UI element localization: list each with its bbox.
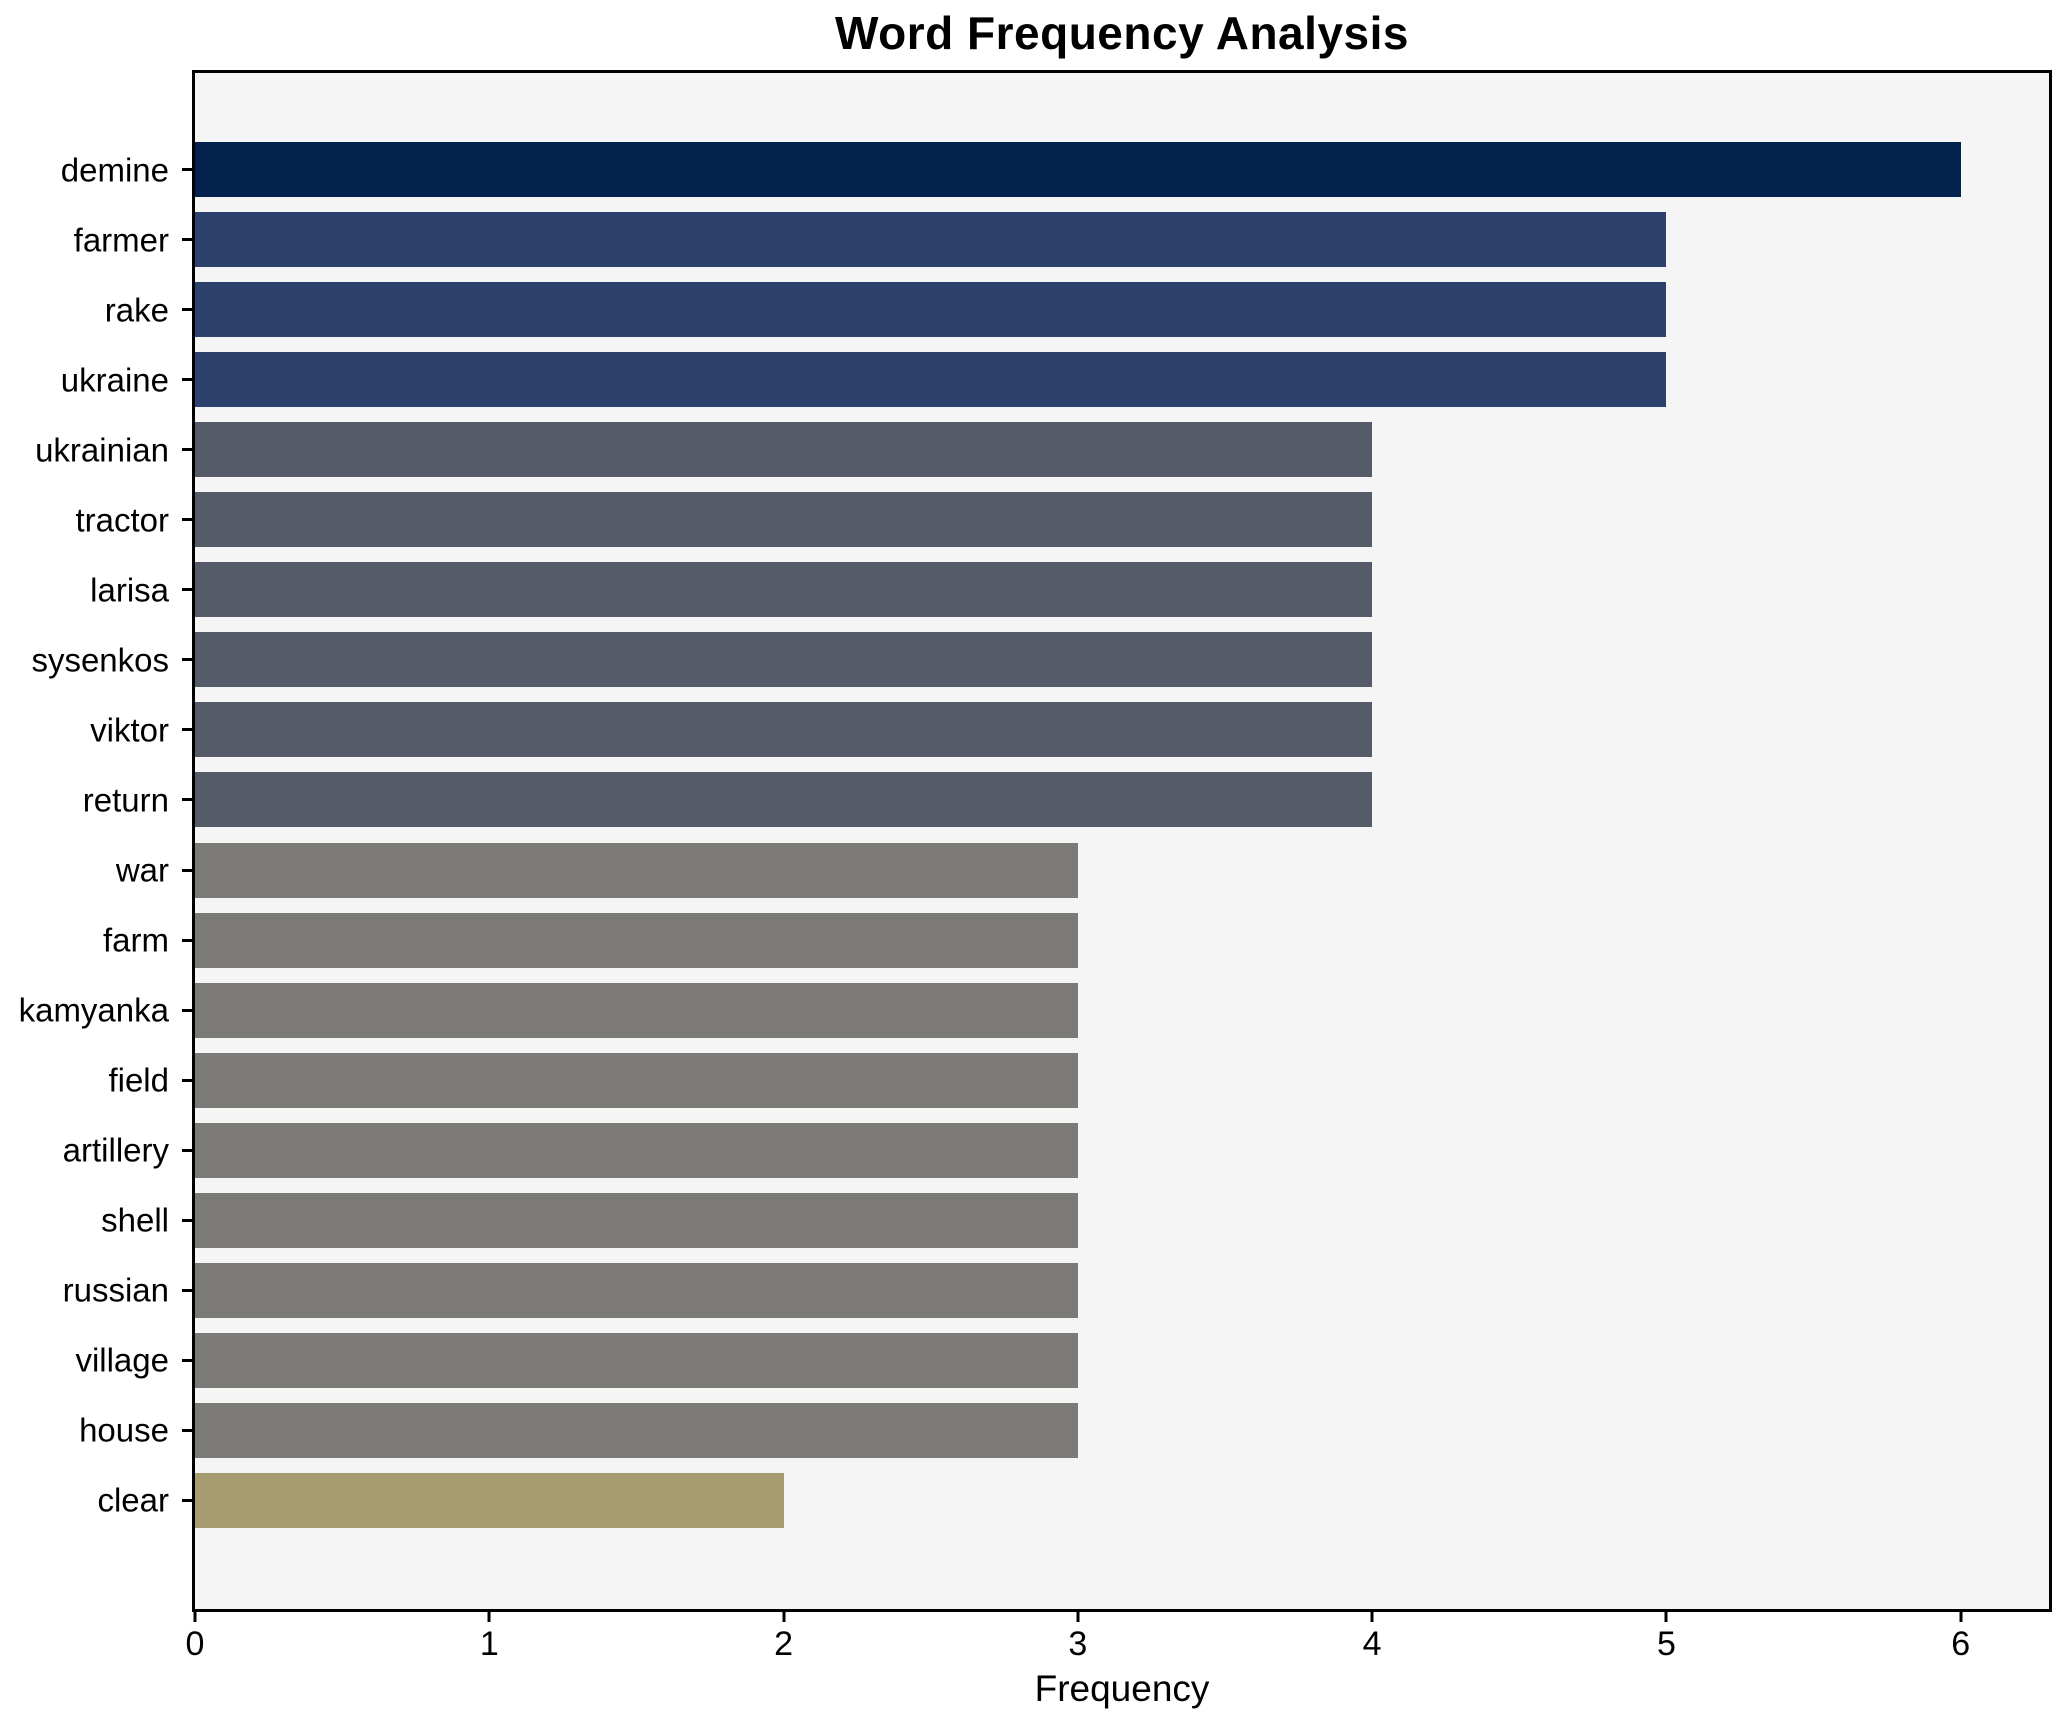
y-tick-mark bbox=[182, 728, 192, 732]
y-tick-mark bbox=[182, 1078, 192, 1082]
y-tick-label-house: house bbox=[79, 1411, 169, 1449]
y-tick-label-viktor: viktor bbox=[90, 711, 169, 749]
y-tick-mark bbox=[182, 1008, 192, 1012]
y-tick-mark bbox=[182, 238, 192, 242]
y-tick-label-village: village bbox=[75, 1341, 169, 1379]
y-tick-mark bbox=[182, 1148, 192, 1152]
y-tick-label-ukraine: ukraine bbox=[60, 361, 169, 399]
bar-ukraine bbox=[195, 352, 1667, 408]
bar-house bbox=[195, 1402, 1078, 1458]
x-tick-mark bbox=[1664, 1612, 1668, 1622]
y-tick-mark bbox=[182, 518, 192, 522]
y-tick-mark bbox=[182, 1498, 192, 1502]
y-tick-label-farm: farm bbox=[103, 921, 169, 959]
x-tick-label-0: 0 bbox=[185, 1625, 205, 1663]
x-tick-mark bbox=[1370, 1612, 1374, 1622]
y-tick-mark bbox=[182, 378, 192, 382]
bar-larisa bbox=[195, 562, 1373, 618]
y-tick-label-rake: rake bbox=[104, 291, 169, 329]
y-tick-mark bbox=[182, 798, 192, 802]
x-tick-label-4: 4 bbox=[1362, 1625, 1382, 1663]
y-tick-mark bbox=[182, 658, 192, 662]
y-tick-label-kamyanka: kamyanka bbox=[18, 991, 169, 1029]
bar-shell bbox=[195, 1192, 1078, 1248]
bar-tractor bbox=[195, 492, 1373, 548]
y-tick-label-war: war bbox=[115, 851, 169, 889]
y-tick-mark bbox=[182, 1358, 192, 1362]
x-tick-label-5: 5 bbox=[1656, 1625, 1676, 1663]
bar-field bbox=[195, 1052, 1078, 1108]
y-tick-label-sysenkos: sysenkos bbox=[31, 641, 169, 679]
plot-canvas: demine farmer rake ukraine ukrainian tractor l… bbox=[19, 73, 2049, 1661]
bar-viktor bbox=[195, 702, 1373, 758]
bar-artillery bbox=[195, 1122, 1078, 1178]
y-tick-label-shell: shell bbox=[101, 1201, 169, 1239]
x-tick-mark bbox=[1959, 1612, 1963, 1622]
y-tick-label-russian: russian bbox=[62, 1271, 169, 1309]
chart-title: Word Frequency Analysis bbox=[835, 7, 1409, 59]
y-tick-label-ukrainian: ukrainian bbox=[35, 431, 169, 469]
y-tick-mark bbox=[182, 1428, 192, 1432]
x-tick-mark bbox=[487, 1612, 491, 1622]
bar-return bbox=[195, 772, 1373, 828]
x-tick-label-1: 1 bbox=[479, 1625, 499, 1663]
y-tick-label-farmer: farmer bbox=[73, 221, 169, 259]
bar-kamyanka bbox=[195, 982, 1078, 1038]
bar-rake bbox=[195, 282, 1667, 338]
y-tick-label-clear: clear bbox=[97, 1481, 169, 1519]
plot-area: demine farmer rake ukraine ukrainian tractor l… bbox=[19, 70, 2052, 1661]
x-tick-mark bbox=[782, 1612, 786, 1622]
y-tick-label-artillery: artillery bbox=[62, 1131, 169, 1169]
y-tick-mark bbox=[182, 1218, 192, 1222]
bar-village bbox=[195, 1332, 1078, 1388]
bar-farm bbox=[195, 912, 1078, 968]
y-tick-mark bbox=[182, 938, 192, 942]
x-axis-label: Frequency bbox=[1034, 1668, 1210, 1709]
y-tick-label-demine: demine bbox=[60, 151, 169, 188]
y-tick-mark bbox=[182, 588, 192, 592]
y-tick-label-larisa: larisa bbox=[90, 571, 169, 609]
x-tick-label-6: 6 bbox=[1951, 1625, 1971, 1663]
y-tick-label-field: field bbox=[108, 1061, 169, 1099]
x-tick-mark bbox=[193, 1612, 197, 1622]
bar-war bbox=[195, 842, 1078, 898]
y-tick-mark bbox=[182, 168, 192, 171]
bar-ukrainian bbox=[195, 422, 1373, 478]
bar-clear bbox=[195, 1472, 784, 1528]
y-tick-mark bbox=[182, 868, 192, 872]
y-tick-label-tractor: tractor bbox=[75, 501, 169, 539]
x-tick-mark bbox=[1076, 1612, 1080, 1622]
bar-russian bbox=[195, 1262, 1078, 1318]
y-tick-mark bbox=[182, 448, 192, 452]
bar-farmer bbox=[195, 212, 1667, 268]
bar-demine bbox=[195, 142, 1961, 197]
y-tick-mark bbox=[182, 1288, 192, 1292]
x-tick-label-2: 2 bbox=[774, 1625, 794, 1663]
y-tick-label-return: return bbox=[82, 781, 169, 819]
x-tick-label-3: 3 bbox=[1068, 1625, 1088, 1663]
bar-sysenkos bbox=[195, 632, 1373, 688]
y-tick-mark bbox=[182, 308, 192, 312]
